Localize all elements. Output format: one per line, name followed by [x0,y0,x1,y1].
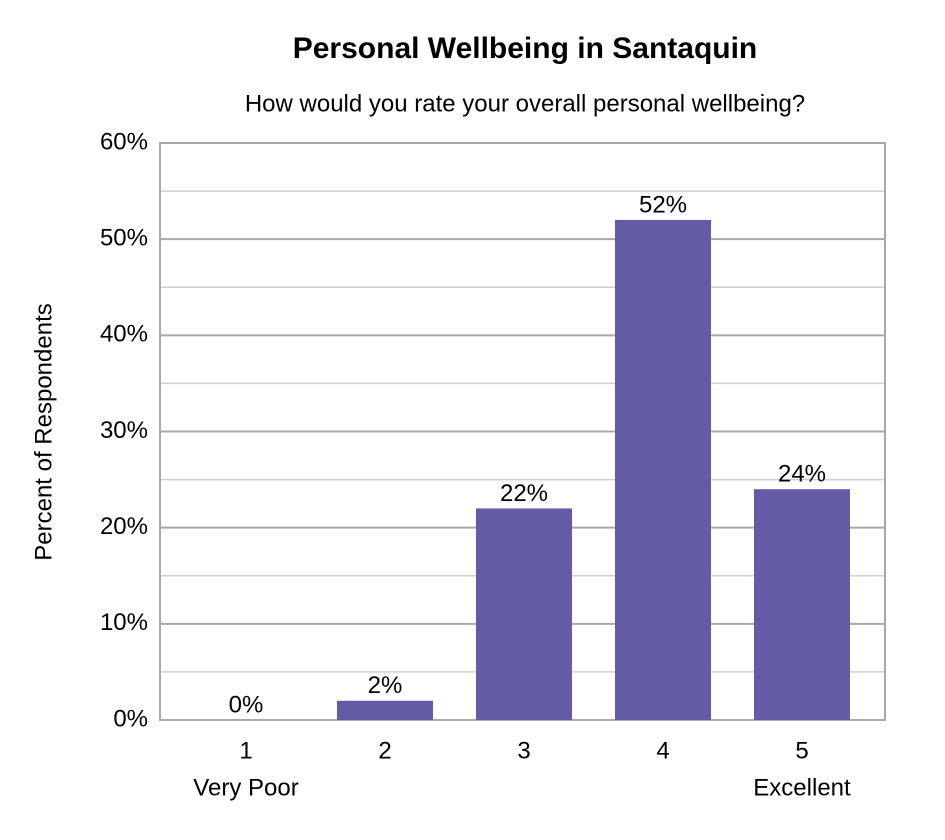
x-tick-label: 1 [239,737,252,764]
y-tick-label: 10% [100,609,148,636]
x-tick-label: 2 [378,737,391,764]
bar [754,489,850,720]
y-tick-label: 20% [100,513,148,540]
x-tick-label: 4 [656,737,669,764]
y-tick-label: 0% [113,705,148,732]
chart-title: Personal Wellbeing in Santaquin [293,32,758,65]
y-tick-label: 50% [100,225,148,252]
y-axis-label: Percent of Respondents [30,303,57,561]
chart-subtitle: How would you rate your overall personal… [245,90,805,117]
y-tick-label: 40% [100,321,148,348]
bar [476,508,572,720]
value-label: 52% [639,191,687,218]
value-label: 0% [229,691,264,718]
value-label: 24% [778,461,826,488]
y-tick-label: 60% [100,128,148,155]
x-tick-sublabel: Very Poor [193,774,298,801]
x-tick-label: 5 [795,737,808,764]
x-tick-label: 3 [517,737,530,764]
bar [615,219,711,720]
value-label: 2% [368,672,403,699]
bar [337,700,433,720]
y-tick-label: 30% [100,417,148,444]
x-tick-sublabel: Excellent [753,774,851,801]
value-label: 22% [500,480,548,507]
